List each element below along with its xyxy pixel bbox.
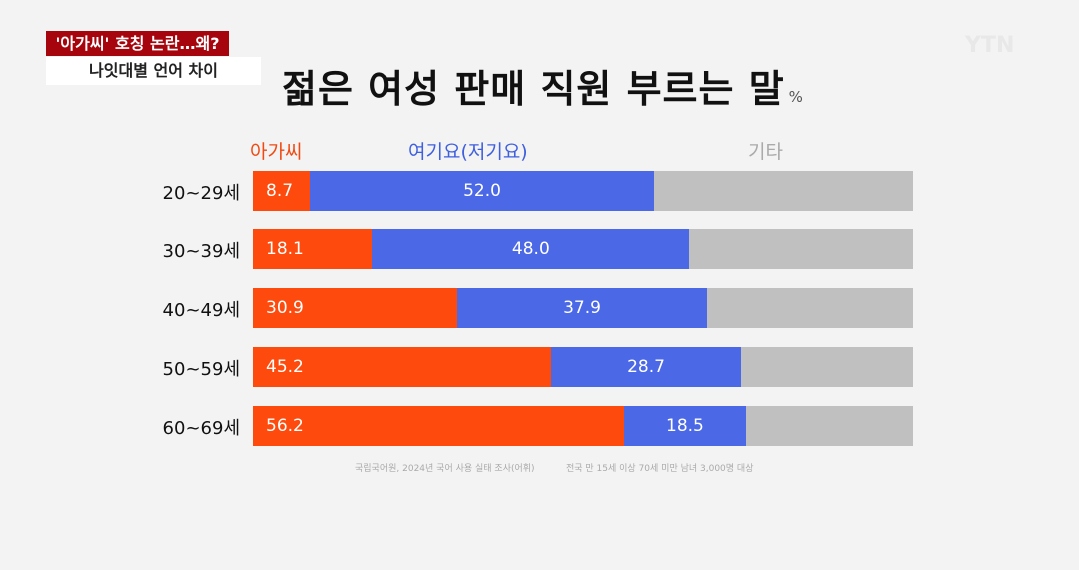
bar-agassi bbox=[253, 171, 311, 211]
value-label: 28.7 bbox=[627, 357, 665, 377]
legend-other: 기타 bbox=[748, 141, 783, 163]
bar-agassi bbox=[253, 347, 552, 387]
bar-agassi bbox=[253, 406, 624, 446]
value-label: 18.5 bbox=[666, 416, 704, 436]
bar-yeogiyo bbox=[372, 229, 690, 269]
row-label: 30~39세 bbox=[162, 241, 240, 262]
value-label: 56.2 bbox=[266, 416, 304, 436]
headline-tag: '아가씨' 호칭 논란…왜? bbox=[46, 31, 229, 56]
bar-other bbox=[689, 229, 913, 269]
bar-agassi bbox=[253, 229, 373, 269]
value-label: 8.7 bbox=[266, 181, 294, 201]
bar-other bbox=[746, 406, 913, 446]
ytn-logo: YTN bbox=[965, 33, 1015, 58]
chart-title: 젊은 여성 판매 직원 부르는 말% bbox=[282, 58, 804, 113]
row-label: 40~49세 bbox=[162, 300, 240, 321]
value-label: 45.2 bbox=[266, 357, 304, 377]
sample-note: 전국 만 15세 이상 70세 미만 남녀 3,000명 대상 bbox=[566, 464, 754, 474]
bar-yeogiyo bbox=[551, 347, 741, 387]
legend-yeogiyo: 여기요(저기요) bbox=[408, 141, 528, 163]
source-note: 국립국어원, 2024년 국어 사용 실태 조사(어휘) bbox=[355, 464, 535, 474]
bar-agassi bbox=[253, 288, 457, 328]
row-label: 60~69세 bbox=[162, 418, 240, 439]
value-label: 48.0 bbox=[511, 239, 550, 259]
bar-other bbox=[707, 288, 913, 328]
bar-yeogiyo bbox=[310, 171, 654, 211]
unit-label: % bbox=[788, 88, 804, 106]
value-label: 18.1 bbox=[266, 239, 304, 259]
bar-yeogiyo bbox=[456, 288, 708, 328]
value-label: 52.0 bbox=[463, 181, 501, 201]
row-label: 50~59세 bbox=[162, 359, 240, 380]
row-label: 20~29세 bbox=[162, 183, 240, 204]
subheadline-tag: 나잇대별 언어 차이 bbox=[46, 57, 261, 85]
value-label: 37.9 bbox=[563, 298, 601, 318]
bar-other bbox=[653, 171, 913, 211]
legend-agassi: 아가씨 bbox=[250, 141, 303, 163]
bar-other bbox=[740, 347, 913, 387]
value-label: 30.9 bbox=[266, 298, 304, 318]
chart-title-text: 젊은 여성 판매 직원 부르는 말 bbox=[282, 67, 785, 111]
bar-yeogiyo bbox=[623, 406, 746, 446]
